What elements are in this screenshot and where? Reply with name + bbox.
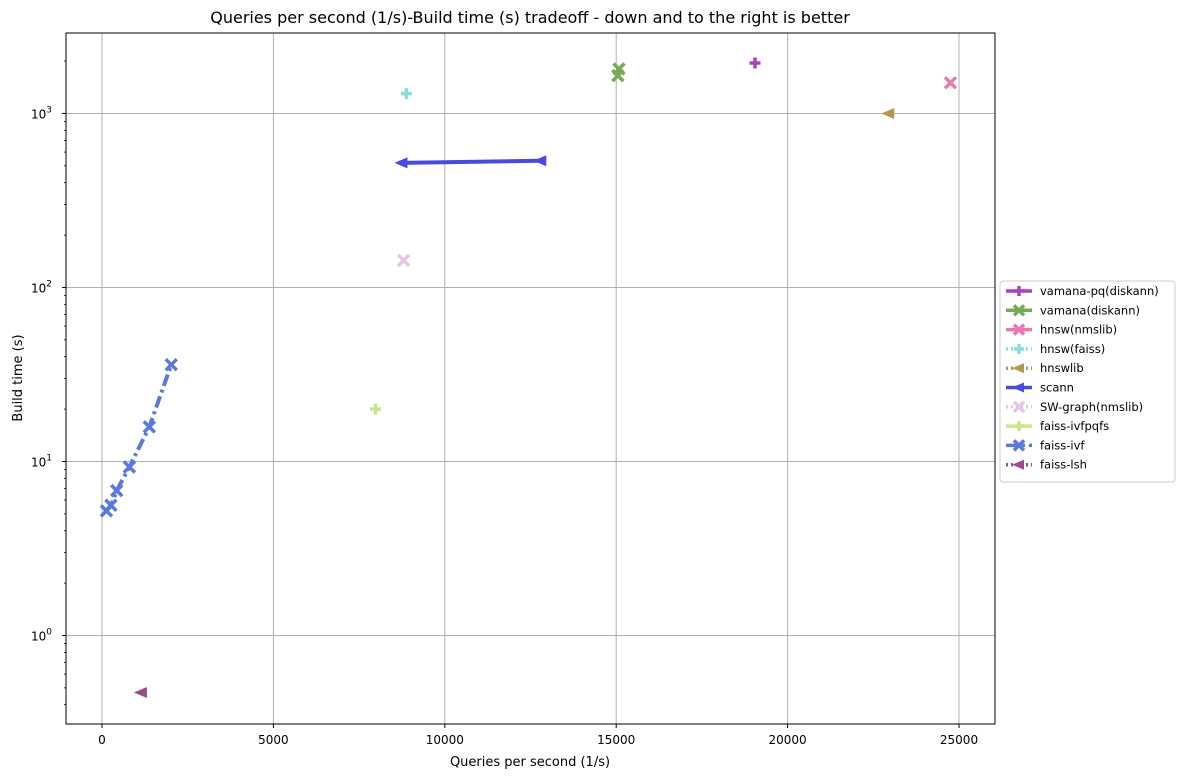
series-vamana-pq-diskann- xyxy=(749,57,761,69)
y-tick-label: 101 xyxy=(31,453,52,469)
series-faiss-ivfpqfs xyxy=(370,403,382,415)
series-sw-graph-nmslib- xyxy=(396,253,411,268)
legend-label: hnsw(faiss) xyxy=(1040,342,1105,356)
legend-entry: faiss-ivfpqfs xyxy=(1006,419,1109,433)
legend-frame xyxy=(999,280,1176,483)
legend-label: vamana(diskann) xyxy=(1040,303,1140,317)
x-tick-label: 25000 xyxy=(940,733,978,747)
data-point xyxy=(133,687,147,699)
legend-entry: vamana(diskann) xyxy=(1006,303,1140,317)
data-point xyxy=(1012,439,1026,452)
series-hnsw-faiss- xyxy=(400,88,412,100)
y-axis: 100 101 102 103 xyxy=(31,60,66,706)
data-point xyxy=(164,357,178,372)
legend-label: hnswlib xyxy=(1040,361,1084,375)
data-point xyxy=(1014,421,1024,432)
y-axis-label: Build time (s) xyxy=(11,334,26,421)
legend-label: faiss-ivfpqfs xyxy=(1040,419,1109,433)
legend-label: scann xyxy=(1040,381,1074,395)
data-point xyxy=(1012,382,1024,393)
x-tick-label: 5000 xyxy=(258,733,289,747)
legend-label: vamana-pq(diskann) xyxy=(1040,284,1159,298)
data-point xyxy=(1012,304,1026,317)
data-point xyxy=(142,420,157,434)
plot-frame xyxy=(65,32,996,725)
legend-entry: hnsw(faiss) xyxy=(1006,342,1105,356)
data-point xyxy=(1012,400,1026,414)
legend-entry: faiss-lsh xyxy=(1006,458,1087,472)
legend-label: hnsw(nmslib) xyxy=(1040,323,1117,337)
data-point xyxy=(1012,459,1024,470)
legend-label: SW-graph(nmslib) xyxy=(1040,400,1143,414)
x-axis-label: Queries per second (1/s) xyxy=(450,755,610,770)
series-line xyxy=(401,158,541,165)
data-point xyxy=(533,155,547,167)
legend-entry: vamana-pq(diskann) xyxy=(1006,284,1159,298)
grid-lines xyxy=(66,33,995,724)
series-faiss-lsh xyxy=(133,687,147,699)
y-tick-label: 103 xyxy=(31,105,52,121)
series-vamana-diskann- xyxy=(611,62,626,83)
data-point xyxy=(1012,323,1026,336)
data-point xyxy=(943,76,958,90)
data-point xyxy=(400,88,412,100)
data-point xyxy=(370,403,382,415)
x-tick-label: 10000 xyxy=(426,733,464,747)
data-point xyxy=(109,483,124,498)
series-hnsw-nmslib- xyxy=(943,76,958,90)
x-tick-label: 0 xyxy=(98,733,106,747)
legend-entry: scann xyxy=(1006,381,1074,395)
data-point xyxy=(612,62,626,76)
x-tick-label: 20000 xyxy=(769,733,807,747)
data-point xyxy=(1012,363,1024,374)
series-layer xyxy=(99,57,958,699)
legend-label: faiss-lsh xyxy=(1040,458,1087,472)
y-tick-label: 100 xyxy=(31,627,52,643)
series-faiss-ivf xyxy=(99,357,178,518)
legend-entry: faiss-ivf xyxy=(1006,438,1085,452)
legend-entry: hnsw(nmslib) xyxy=(1006,323,1117,337)
series-scann xyxy=(394,155,547,169)
x-axis: 0 5000 10000 15000 20000 25000 xyxy=(98,724,978,747)
legend-entry: SW-graph(nmslib) xyxy=(1006,400,1143,414)
chart-title: Queries per second (1/s)-Build time (s) … xyxy=(210,8,850,27)
legend-entry: hnswlib xyxy=(1006,361,1084,375)
data-point xyxy=(396,253,411,268)
data-point xyxy=(122,460,137,474)
data-point xyxy=(394,157,408,169)
data-point xyxy=(1014,286,1024,296)
legend: vamana-pq(diskann) vamana(diskann) hnsw(nm… xyxy=(999,280,1176,483)
data-point xyxy=(1014,343,1024,354)
x-tick-label: 15000 xyxy=(597,733,635,747)
y-tick-label: 102 xyxy=(31,279,52,295)
data-point xyxy=(881,107,895,119)
legend-label: faiss-ivf xyxy=(1040,438,1085,452)
data-point xyxy=(104,498,118,513)
data-point xyxy=(749,57,761,69)
series-hnswlib xyxy=(881,107,895,119)
